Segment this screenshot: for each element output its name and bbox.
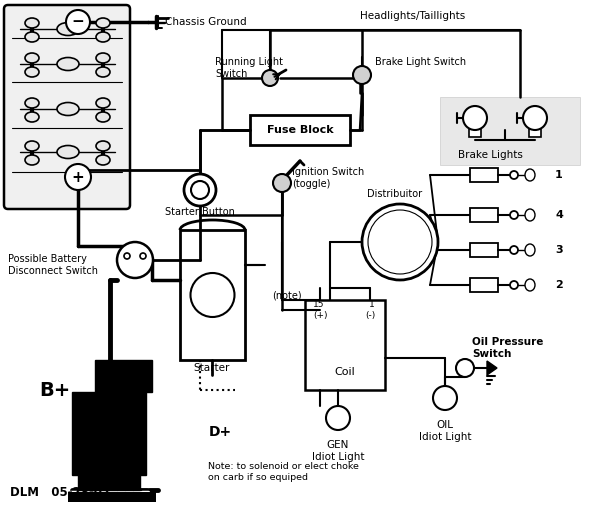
Ellipse shape bbox=[25, 67, 39, 77]
Text: Starter Button: Starter Button bbox=[165, 207, 235, 217]
Ellipse shape bbox=[57, 145, 79, 158]
Circle shape bbox=[368, 210, 432, 274]
Circle shape bbox=[510, 246, 518, 254]
Circle shape bbox=[65, 164, 91, 190]
Ellipse shape bbox=[96, 67, 110, 77]
Ellipse shape bbox=[96, 98, 110, 108]
Ellipse shape bbox=[57, 22, 79, 36]
Ellipse shape bbox=[25, 32, 39, 42]
Ellipse shape bbox=[57, 103, 79, 115]
Text: 1: 1 bbox=[555, 170, 563, 180]
Polygon shape bbox=[72, 360, 152, 490]
Bar bbox=[250, 115, 350, 145]
Circle shape bbox=[326, 406, 350, 430]
Text: +: + bbox=[72, 170, 84, 184]
Circle shape bbox=[523, 106, 547, 130]
Text: Ignition Switch
(toggle): Ignition Switch (toggle) bbox=[292, 167, 364, 189]
Circle shape bbox=[262, 70, 278, 86]
Bar bbox=[470, 208, 498, 222]
FancyBboxPatch shape bbox=[4, 5, 130, 209]
Ellipse shape bbox=[525, 169, 535, 181]
Circle shape bbox=[353, 66, 371, 84]
Circle shape bbox=[456, 359, 474, 377]
Circle shape bbox=[433, 386, 457, 410]
Text: Brake Lights: Brake Lights bbox=[458, 150, 522, 160]
Ellipse shape bbox=[25, 98, 39, 108]
Ellipse shape bbox=[96, 112, 110, 122]
Text: Starter: Starter bbox=[194, 363, 230, 373]
Text: 15
(+): 15 (+) bbox=[313, 300, 327, 320]
Circle shape bbox=[510, 171, 518, 179]
Circle shape bbox=[184, 174, 216, 206]
Bar bbox=[470, 278, 498, 292]
Text: Fuse Block: Fuse Block bbox=[267, 125, 333, 135]
Circle shape bbox=[66, 10, 90, 34]
Text: Coil: Coil bbox=[334, 367, 355, 377]
Circle shape bbox=[117, 242, 153, 278]
Circle shape bbox=[510, 211, 518, 219]
Text: Headlights/Taillights: Headlights/Taillights bbox=[360, 11, 466, 21]
Ellipse shape bbox=[25, 112, 39, 122]
Circle shape bbox=[510, 281, 518, 289]
Ellipse shape bbox=[25, 141, 39, 151]
Text: Possible Battery
Disconnect Switch: Possible Battery Disconnect Switch bbox=[8, 254, 98, 276]
Text: DLM   05-28-02: DLM 05-28-02 bbox=[10, 486, 110, 498]
Ellipse shape bbox=[96, 155, 110, 165]
Ellipse shape bbox=[525, 279, 535, 291]
Ellipse shape bbox=[96, 32, 110, 42]
Text: D+: D+ bbox=[208, 425, 231, 439]
Bar bbox=[305, 300, 385, 390]
Ellipse shape bbox=[25, 53, 39, 63]
Ellipse shape bbox=[57, 57, 79, 71]
Ellipse shape bbox=[25, 18, 39, 28]
Bar bbox=[469, 129, 481, 137]
Circle shape bbox=[190, 273, 234, 317]
Text: B+: B+ bbox=[39, 380, 71, 399]
Circle shape bbox=[273, 174, 291, 192]
Ellipse shape bbox=[525, 209, 535, 221]
Text: Distribuitor: Distribuitor bbox=[368, 189, 423, 199]
Text: GEN
Idiot Light: GEN Idiot Light bbox=[312, 440, 364, 462]
Ellipse shape bbox=[96, 53, 110, 63]
Text: (note): (note) bbox=[272, 290, 302, 300]
Circle shape bbox=[362, 204, 438, 280]
Bar bbox=[470, 243, 498, 257]
Circle shape bbox=[191, 181, 209, 199]
Polygon shape bbox=[487, 361, 497, 375]
Text: 4: 4 bbox=[555, 210, 563, 220]
Text: Oil Pressure
Switch: Oil Pressure Switch bbox=[472, 337, 543, 359]
Bar bbox=[470, 168, 498, 182]
Circle shape bbox=[124, 253, 130, 259]
Bar bbox=[440, 97, 580, 165]
Bar bbox=[180, 230, 245, 360]
Text: Brake Light Switch: Brake Light Switch bbox=[375, 57, 466, 67]
Circle shape bbox=[140, 253, 146, 259]
Text: 2: 2 bbox=[555, 280, 563, 290]
Text: OIL
Idiot Light: OIL Idiot Light bbox=[419, 420, 471, 441]
Ellipse shape bbox=[96, 141, 110, 151]
Text: 1
(-): 1 (-) bbox=[365, 300, 375, 320]
Bar bbox=[68, 492, 156, 502]
Text: 3: 3 bbox=[555, 245, 563, 255]
Ellipse shape bbox=[525, 244, 535, 256]
Text: Chassis Ground: Chassis Ground bbox=[165, 17, 247, 27]
Circle shape bbox=[463, 106, 487, 130]
Bar bbox=[529, 129, 541, 137]
Text: Note: to solenoid or elect choke
on carb if so equiped: Note: to solenoid or elect choke on carb… bbox=[208, 462, 359, 482]
Ellipse shape bbox=[96, 18, 110, 28]
Ellipse shape bbox=[25, 155, 39, 165]
Text: Running Light
Switch: Running Light Switch bbox=[215, 57, 283, 79]
Text: −: − bbox=[72, 15, 84, 29]
